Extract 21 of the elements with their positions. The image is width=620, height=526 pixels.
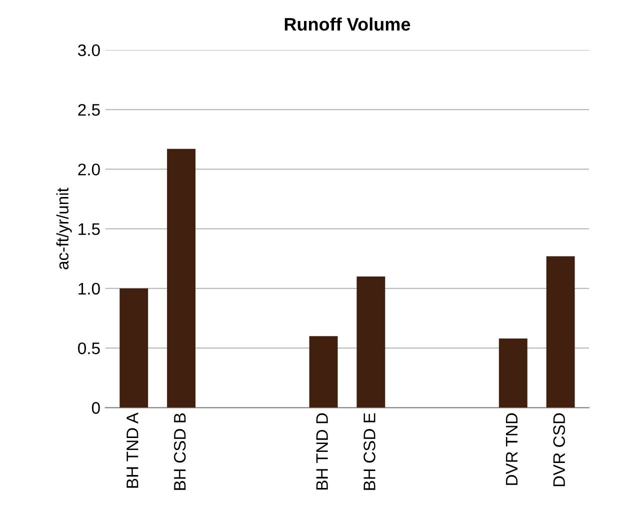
x-tick-label: DVR TND — [506, 413, 518, 485]
x-tick-label: BH CSD E — [364, 413, 376, 490]
bar — [120, 288, 148, 408]
x-tick-label: BH TND D — [316, 413, 328, 490]
y-tick-label: 1.5 — [78, 223, 100, 236]
bar — [546, 256, 575, 408]
bar — [309, 336, 338, 408]
y-tick-label: 1.0 — [78, 282, 100, 295]
y-tick-label: 2.5 — [78, 104, 100, 116]
bar — [356, 276, 386, 408]
chart-title: Runoff Volume — [284, 17, 410, 31]
y-tick-label: 0.5 — [78, 342, 100, 354]
x-tick-label: BH TND A — [126, 412, 138, 488]
y-tick-label: 3.0 — [78, 44, 100, 56]
y-tick-label: 0 — [92, 402, 100, 414]
y-axis-title: ac-ft/yr/unit — [56, 188, 72, 270]
y-tick-label: 2.0 — [78, 164, 100, 176]
bar — [167, 148, 196, 408]
x-tick-label: BH CSD B — [174, 413, 186, 490]
bar — [498, 338, 528, 408]
x-tick-label: DVR CSD — [553, 413, 566, 486]
